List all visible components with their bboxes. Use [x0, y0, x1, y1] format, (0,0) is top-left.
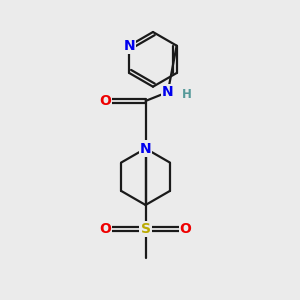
- Text: H: H: [182, 88, 192, 100]
- Text: O: O: [180, 222, 192, 236]
- Text: N: N: [162, 85, 174, 99]
- Text: O: O: [100, 222, 111, 236]
- Text: S: S: [140, 222, 151, 236]
- Text: N: N: [140, 142, 152, 155]
- Text: N: N: [124, 39, 135, 53]
- Text: O: O: [100, 94, 111, 108]
